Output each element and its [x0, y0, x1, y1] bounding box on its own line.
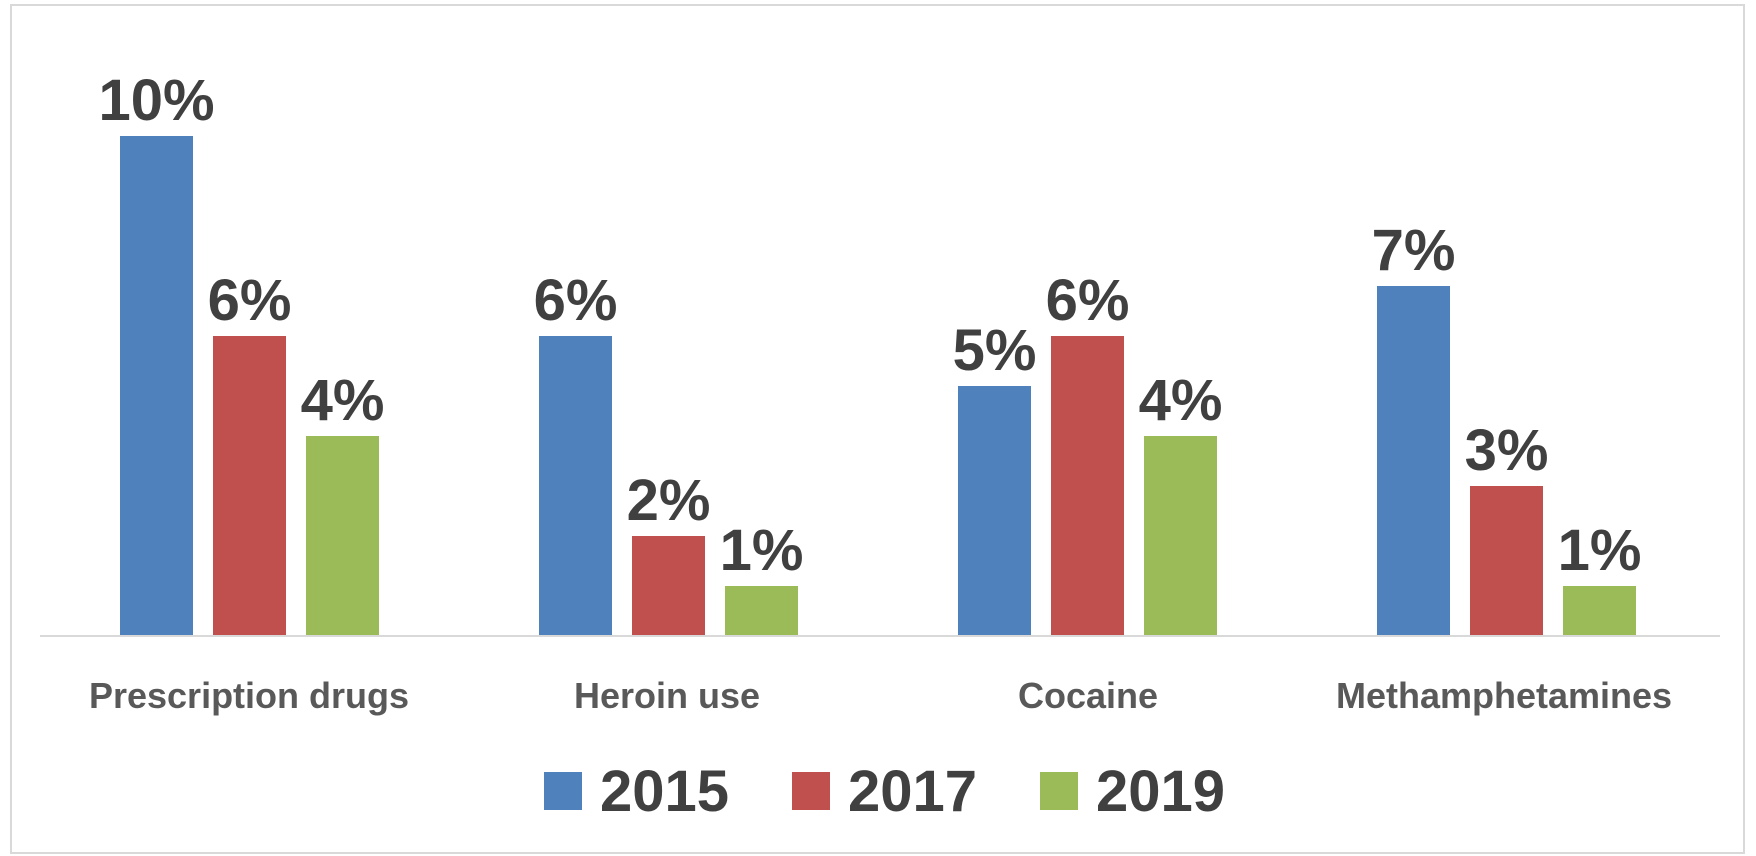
data-label-2017-0: 6% — [208, 268, 292, 333]
bar-2019-3 — [1563, 586, 1636, 636]
data-label-2017-3: 3% — [1465, 418, 1549, 483]
x-tick-label-3: Methamphetamines — [1336, 675, 1672, 716]
data-label-2019-0: 4% — [301, 368, 385, 433]
data-label-2019-2: 4% — [1139, 368, 1223, 433]
chart-frame — [10, 4, 1745, 854]
data-labels-group: 10%6%4%6%2%1%5%6%4%7%3%1% — [98, 68, 1641, 583]
legend-label-2017: 2017 — [848, 759, 977, 824]
bar-2017-1 — [632, 536, 705, 636]
bars-group — [120, 136, 1636, 636]
legend: 2015 2017 2019 — [544, 759, 1225, 824]
x-tick-label-2: Cocaine — [1018, 675, 1158, 716]
data-label-2015-3: 7% — [1372, 218, 1456, 283]
bar-2015-1 — [539, 336, 612, 636]
legend-swatch-2019 — [1040, 772, 1078, 810]
legend-label-2015: 2015 — [600, 759, 729, 824]
bar-2017-0 — [213, 336, 286, 636]
legend-label-2019: 2019 — [1096, 759, 1225, 824]
legend-swatch-2015 — [544, 772, 582, 810]
bar-2015-3 — [1377, 286, 1450, 636]
bar-2017-2 — [1051, 336, 1124, 636]
data-label-2019-3: 1% — [1558, 518, 1642, 583]
bar-2019-0 — [306, 436, 379, 636]
x-tick-label-1: Heroin use — [574, 675, 760, 716]
bar-2015-2 — [958, 386, 1031, 636]
legend-swatch-2017 — [792, 772, 830, 810]
bar-2019-2 — [1144, 436, 1217, 636]
data-label-2019-1: 1% — [720, 518, 804, 583]
x-tick-label-0: Prescription drugs — [89, 675, 409, 716]
data-label-2015-2: 5% — [953, 318, 1037, 383]
x-axis-labels: Prescription drugs Heroin use Cocaine Metha… — [89, 675, 1672, 716]
bar-2017-3 — [1470, 486, 1543, 636]
bar-2019-1 — [725, 586, 798, 636]
data-label-2017-2: 6% — [1046, 268, 1130, 333]
bar-2015-0 — [120, 136, 193, 636]
data-label-2015-1: 6% — [534, 268, 618, 333]
data-label-2017-1: 2% — [627, 468, 711, 533]
data-label-2015-0: 10% — [98, 68, 214, 133]
